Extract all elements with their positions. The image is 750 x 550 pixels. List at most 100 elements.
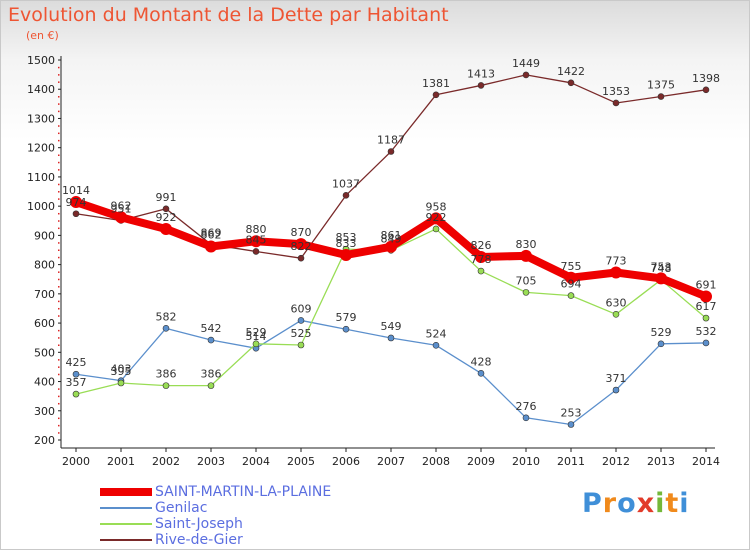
legend-swatch bbox=[100, 507, 152, 509]
data-point bbox=[342, 325, 350, 333]
data-point bbox=[160, 222, 172, 235]
data-label: 826 bbox=[471, 239, 492, 252]
data-point bbox=[610, 266, 622, 279]
data-label: 862 bbox=[201, 228, 222, 241]
y-tick-label: 1400 bbox=[27, 83, 55, 96]
y-minor-tick bbox=[58, 198, 60, 200]
data-label: 922 bbox=[156, 211, 177, 224]
data-point bbox=[252, 340, 260, 348]
data-label: 1381 bbox=[422, 77, 450, 90]
data-point bbox=[477, 370, 485, 377]
y-minor-tick bbox=[58, 212, 60, 215]
logo-letter: x bbox=[636, 488, 656, 519]
data-label: 753 bbox=[651, 260, 672, 273]
data-label: 1014 bbox=[62, 184, 90, 197]
data-label: 428 bbox=[471, 355, 492, 368]
y-minor-tick bbox=[58, 191, 60, 193]
y-minor-tick bbox=[58, 110, 60, 113]
data-label: 870 bbox=[291, 226, 312, 239]
legend-label: SAINT-MARTIN-LA-PLAINE bbox=[155, 484, 332, 500]
data-label: 951 bbox=[111, 202, 132, 215]
data-label: 705 bbox=[516, 274, 537, 287]
x-tick-label: 2002 bbox=[152, 455, 180, 468]
y-minor-tick bbox=[58, 424, 60, 427]
y-minor-tick bbox=[58, 417, 60, 420]
y-minor-tick bbox=[58, 125, 60, 127]
data-label: 861 bbox=[381, 229, 402, 242]
data-label: 833 bbox=[336, 237, 357, 250]
y-minor-tick bbox=[58, 278, 60, 281]
y-tick-label: 700 bbox=[34, 288, 55, 301]
y-minor-tick bbox=[58, 242, 60, 244]
data-label: 880 bbox=[246, 223, 267, 236]
data-label: 525 bbox=[291, 327, 312, 340]
data-label: 529 bbox=[246, 326, 267, 339]
chart-title: Evolution du Montant de la Dette par Hab… bbox=[8, 4, 449, 26]
legend-swatch bbox=[100, 523, 152, 525]
data-label: 617 bbox=[696, 300, 717, 313]
data-label: 514 bbox=[246, 330, 267, 343]
x-tick-label: 2011 bbox=[557, 455, 585, 468]
data-label: 532 bbox=[696, 325, 717, 338]
data-label: 403 bbox=[111, 363, 132, 376]
data-point bbox=[432, 225, 440, 233]
data-point bbox=[477, 267, 485, 275]
logo-letter: P bbox=[582, 488, 603, 519]
data-point bbox=[297, 341, 305, 349]
data-label: 694 bbox=[561, 278, 582, 291]
legend-label: Saint-Joseph bbox=[155, 516, 243, 532]
data-point bbox=[567, 79, 575, 87]
data-point bbox=[522, 414, 530, 422]
y-minor-tick bbox=[58, 388, 60, 390]
y-tick-label: 800 bbox=[34, 259, 55, 272]
data-label: 579 bbox=[336, 311, 357, 324]
logo-letter: r bbox=[602, 488, 618, 519]
x-tick-label: 2000 bbox=[62, 455, 90, 468]
data-point bbox=[702, 339, 710, 347]
y-minor-tick bbox=[58, 227, 60, 230]
y-minor-tick bbox=[58, 271, 60, 273]
data-point bbox=[612, 311, 620, 318]
y-minor-tick bbox=[58, 402, 60, 405]
x-tick-label: 2012 bbox=[602, 455, 630, 468]
y-minor-tick bbox=[58, 337, 60, 339]
data-point bbox=[72, 390, 80, 398]
data-point bbox=[297, 317, 305, 324]
data-label: 991 bbox=[156, 191, 177, 204]
data-point bbox=[297, 254, 305, 262]
y-minor-tick bbox=[58, 74, 60, 76]
x-tick-label: 2003 bbox=[197, 455, 225, 468]
data-label: 1413 bbox=[467, 67, 495, 80]
data-point bbox=[520, 249, 532, 262]
y-minor-tick bbox=[58, 249, 60, 251]
legend-swatch bbox=[100, 488, 152, 496]
data-label: 582 bbox=[156, 310, 177, 323]
y-minor-tick bbox=[58, 344, 60, 346]
data-point bbox=[72, 370, 80, 378]
y-tick-label: 1000 bbox=[27, 200, 55, 213]
data-point bbox=[250, 235, 262, 248]
data-label: 1353 bbox=[602, 85, 630, 98]
legend-label: Genilac bbox=[155, 500, 208, 516]
y-minor-tick bbox=[58, 329, 60, 332]
x-tick-label: 2005 bbox=[287, 455, 315, 468]
data-point bbox=[432, 91, 440, 99]
y-tick-label: 1100 bbox=[27, 171, 55, 184]
y-minor-tick bbox=[58, 359, 60, 361]
y-minor-tick bbox=[58, 169, 60, 171]
data-point bbox=[432, 341, 440, 349]
data-point bbox=[70, 196, 82, 209]
logo-letter: i bbox=[655, 488, 666, 519]
x-tick-label: 2006 bbox=[332, 455, 360, 468]
legend-label: Rive-de-Gier bbox=[155, 532, 243, 548]
y-tick-label: 1200 bbox=[27, 142, 55, 155]
data-label: 1375 bbox=[647, 79, 675, 92]
data-label: 395 bbox=[111, 365, 132, 378]
x-tick-label: 2009 bbox=[467, 455, 495, 468]
y-minor-tick bbox=[58, 373, 60, 376]
y-minor-tick bbox=[58, 66, 60, 69]
x-tick-label: 2007 bbox=[377, 455, 405, 468]
data-label: 773 bbox=[606, 255, 627, 268]
y-tick-label: 200 bbox=[34, 434, 55, 447]
